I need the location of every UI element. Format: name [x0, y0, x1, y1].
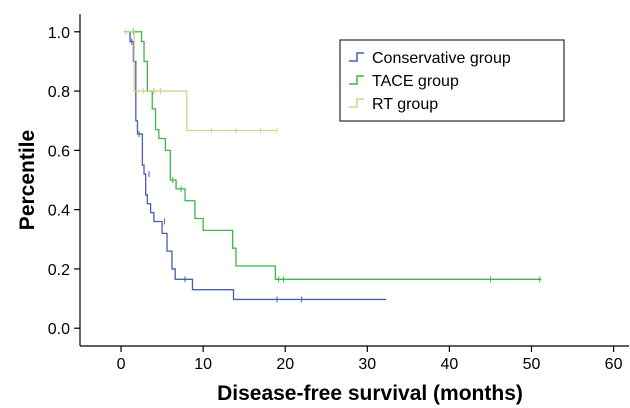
legend-label: RT group [372, 96, 438, 113]
x-tick-label: 10 [194, 356, 212, 373]
series-1 [123, 28, 542, 283]
legend-label: TACE group [372, 73, 459, 90]
x-tick-label: 50 [523, 356, 541, 373]
x-tick-label: 40 [441, 356, 459, 373]
legend-symbol [349, 52, 364, 62]
y-tick-label: 1.0 [48, 25, 70, 42]
curves-layer [123, 28, 542, 303]
legend-label: Conservative group [372, 50, 511, 67]
x-tick-label: 20 [276, 356, 294, 373]
series-2 [123, 28, 278, 134]
legend-symbol [349, 75, 364, 85]
x-tick-label: 0 [117, 356, 126, 373]
y-tick-label: 0.4 [48, 203, 70, 220]
legend: Conservative group TACE group RT group [339, 39, 565, 122]
legend-box [339, 39, 565, 122]
x-tick-label: 30 [358, 356, 376, 373]
y-tick-label: 0.8 [48, 84, 70, 101]
survival-curve [123, 31, 542, 280]
y-tick-label: 0.2 [48, 262, 70, 279]
y-tick-label: 0.6 [48, 143, 70, 160]
axes-layer: 0 10 20 30 40 50 60 0.0 0.2 0.4 0.6 0.8 1.0 [48, 14, 629, 373]
y-axis-title: Percentile [16, 130, 39, 230]
legend-symbol [349, 98, 364, 108]
x-axis-title: Disease-free survival (months) [217, 382, 523, 405]
y-tick-label: 0.0 [48, 321, 70, 338]
x-tick-label: 60 [605, 356, 623, 373]
